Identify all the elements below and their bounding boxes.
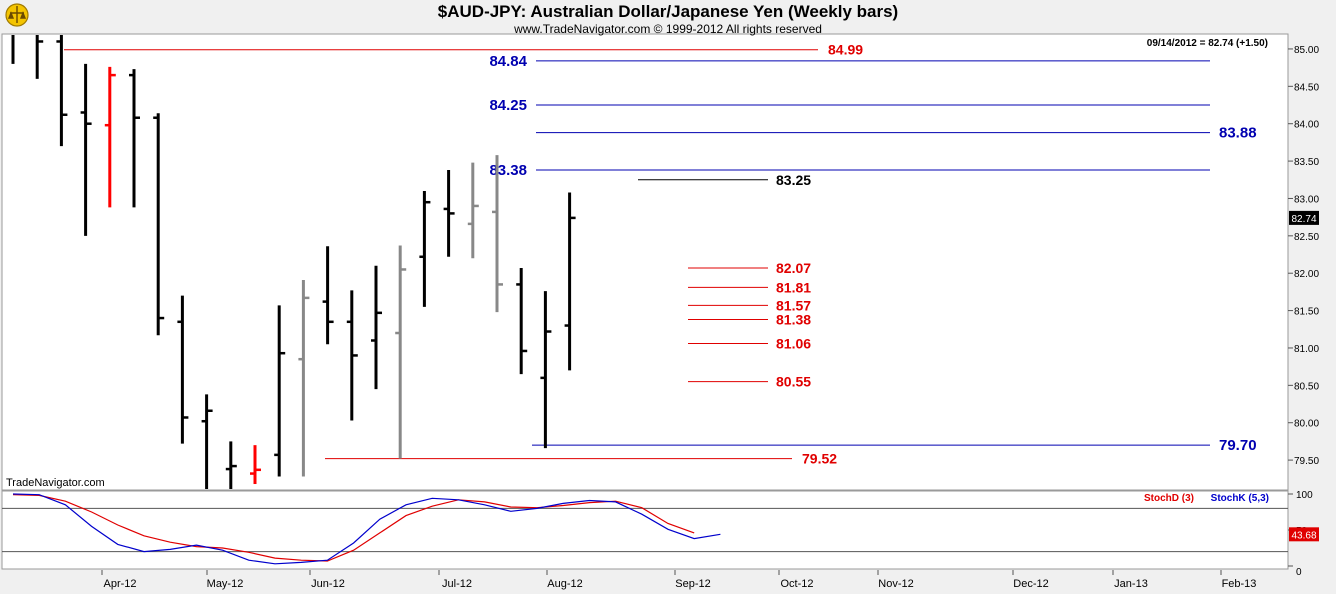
ohlc-bar	[371, 265, 382, 390]
ohlc-bars	[11, 35, 576, 489]
stoch-series-line	[12, 493, 721, 565]
price-tick-label: 81.00	[1294, 344, 1319, 355]
chart-title: $AUD-JPY: Australian Dollar/Japanese Yen…	[437, 2, 899, 21]
ohlc-bar	[225, 441, 237, 489]
stoch-tick-label: 0	[1296, 567, 1302, 578]
price-tick-label: 82.00	[1294, 269, 1319, 280]
stoch-panel	[1, 490, 1289, 570]
ohlc-bar	[419, 190, 431, 307]
time-tick-label: Nov-12	[878, 578, 913, 590]
time-axis: Apr-12 May-12 Jun-12 Jul-12 Aug-12 Sep-12 Oct-…	[101, 570, 1257, 590]
price-axis: 79.50 80.00 80.50 81.00 81.50 82.00 82.50 83.00…	[1288, 45, 1319, 467]
time-tick-label: Jul-12	[442, 578, 472, 590]
price-tick-label: 83.50	[1294, 157, 1319, 168]
ohlc-bar	[177, 295, 189, 444]
ohlc-bar	[540, 291, 552, 449]
price-tick-label: 84.00	[1294, 120, 1319, 131]
time-tick-label: Apr-12	[103, 578, 136, 590]
price-tick-label: 84.50	[1294, 82, 1319, 93]
ohlc-bar	[104, 66, 116, 208]
ohlc-bar	[129, 69, 140, 208]
level-label: 80.55	[776, 374, 811, 390]
stoch-tick-label: 100	[1296, 490, 1313, 501]
price-tags: 82.74 43.68	[1289, 210, 1319, 542]
price-levels: 84.99 84.84 84.25 83.88 83.38 83.25 82.07 81.81…	[64, 42, 1257, 467]
time-tick-label: Feb-13	[1222, 578, 1257, 590]
level-label: 83.25	[776, 172, 811, 188]
legend-stochd: StochD (3)	[1144, 493, 1194, 504]
ohlc-bar	[467, 162, 479, 259]
level-label: 81.06	[776, 335, 811, 351]
price-tick-label: 81.50	[1294, 307, 1319, 318]
ohlc-bar	[516, 267, 528, 375]
trade-navigator-logo-icon	[5, 3, 29, 27]
current-price-tag-label: 82.74	[1291, 214, 1316, 225]
ohlc-bar	[395, 245, 407, 459]
ohlc-bar	[35, 35, 44, 79]
time-tick-label: Oct-12	[780, 578, 813, 590]
ohlc-bar	[564, 192, 576, 371]
price-panel	[1, 33, 1289, 491]
time-tick-label: Jun-12	[311, 578, 345, 590]
ohlc-bar	[153, 113, 165, 336]
stochastic: 050100	[2, 490, 1313, 578]
ohlc-bar	[250, 445, 261, 485]
copyright: www.TradeNavigator.com © 1999-2012 All r…	[514, 22, 822, 36]
level-label: 81.81	[776, 279, 811, 295]
level-label: 81.38	[776, 312, 811, 328]
time-tick-label: Dec-12	[1013, 578, 1048, 590]
last-quote: 09/14/2012 = 82.74 (+1.50)	[1147, 38, 1268, 49]
level-label: 83.88	[1219, 125, 1257, 142]
current-stoch-tag-label: 43.68	[1291, 530, 1316, 541]
level-label: 79.70	[1219, 437, 1257, 454]
price-tick-label: 80.50	[1294, 381, 1319, 392]
level-label: 84.25	[489, 97, 527, 114]
price-tick-label: 85.00	[1294, 45, 1319, 56]
price-tick-label: 83.00	[1294, 194, 1319, 205]
ohlc-bar	[201, 394, 213, 489]
ohlc-bar	[274, 305, 286, 477]
price-tick-label: 82.50	[1294, 232, 1319, 243]
current-stoch-tag	[1289, 527, 1319, 542]
current-price-tag	[1289, 210, 1319, 225]
stoch-series-line	[12, 494, 695, 562]
time-tick-label: Aug-12	[547, 578, 582, 590]
watermark: TradeNavigator.com	[6, 477, 105, 489]
legend-stochk: StochK (5,3)	[1211, 493, 1269, 504]
ohlc-bar	[298, 279, 310, 477]
price-tick-label: 79.50	[1294, 456, 1319, 467]
time-tick-label: Sep-12	[675, 578, 710, 590]
level-label: 84.84	[489, 53, 527, 70]
ohlc-bar	[492, 155, 503, 313]
time-tick-label: May-12	[207, 578, 244, 590]
ohlc-bar	[443, 170, 455, 257]
level-label: 79.52	[802, 451, 837, 467]
time-tick-label: Jan-13	[1114, 578, 1148, 590]
ohlc-bar	[80, 63, 92, 236]
level-label: 84.99	[828, 42, 863, 58]
level-label: 83.38	[489, 162, 527, 179]
ohlc-bar	[346, 290, 358, 421]
ohlc-bar	[322, 246, 334, 345]
level-label: 82.07	[776, 260, 811, 276]
level-label: 81.57	[776, 297, 811, 313]
ohlc-bar	[56, 35, 68, 147]
price-tick-label: 80.00	[1294, 419, 1319, 430]
